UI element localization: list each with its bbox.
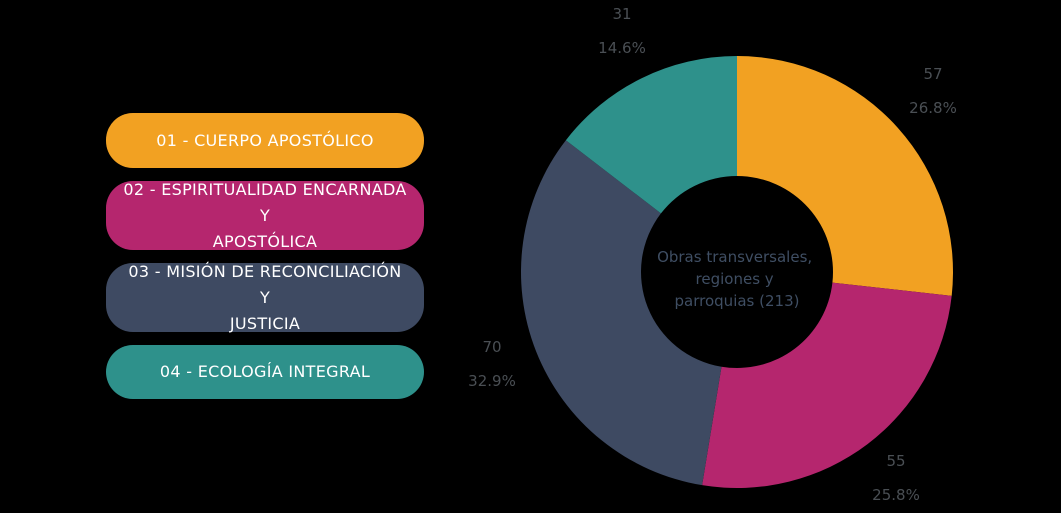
slice-labels: 57 26.8% 55 25.8% 70 32.9% 31 14.6%: [468, 5, 957, 504]
data-label-percent: 26.8%: [909, 99, 957, 117]
legend-item-cuerpo-apostolico: 01 - CUERPO APOSTÓLICO: [106, 113, 424, 168]
slice-reconciliacion: [521, 140, 722, 486]
donut-slices: [521, 56, 954, 488]
data-label-percent: 32.9%: [468, 372, 516, 390]
data-label-value: 70: [482, 338, 501, 356]
data-label-value: 57: [923, 65, 942, 83]
legend-item-espiritualidad: 02 - ESPIRITUALIDAD ENCARNADA Y APOSTÓLI…: [106, 180, 424, 251]
legend-label: 04 - ECOLOGÍA INTEGRAL: [159, 362, 371, 381]
data-label-percent: 14.6%: [598, 39, 646, 57]
legend-label: 02 - ESPIRITUALIDAD ENCARNADA Y APOSTÓLI…: [123, 179, 407, 251]
slice-ecologia: [565, 56, 737, 214]
data-label-value: 55: [886, 452, 905, 470]
slice-cuerpo-apostolico: [737, 56, 954, 296]
center-label: Obras transversales, regiones y parroqui…: [657, 248, 817, 310]
legend-item-reconciliacion: 03 - MISIÓN DE RECONCILIACIÓN Y JUSTICIA: [106, 262, 424, 333]
legend-item-ecologia: 04 - ECOLOGÍA INTEGRAL: [106, 345, 424, 399]
data-label-value: 31: [612, 5, 631, 23]
legend-label: 01 - CUERPO APOSTÓLICO: [156, 130, 374, 150]
slice-espiritualidad: [702, 282, 952, 488]
legend-label: 03 - MISIÓN DE RECONCILIACIÓN Y JUSTICIA: [128, 261, 402, 333]
data-label-percent: 25.8%: [872, 486, 920, 504]
